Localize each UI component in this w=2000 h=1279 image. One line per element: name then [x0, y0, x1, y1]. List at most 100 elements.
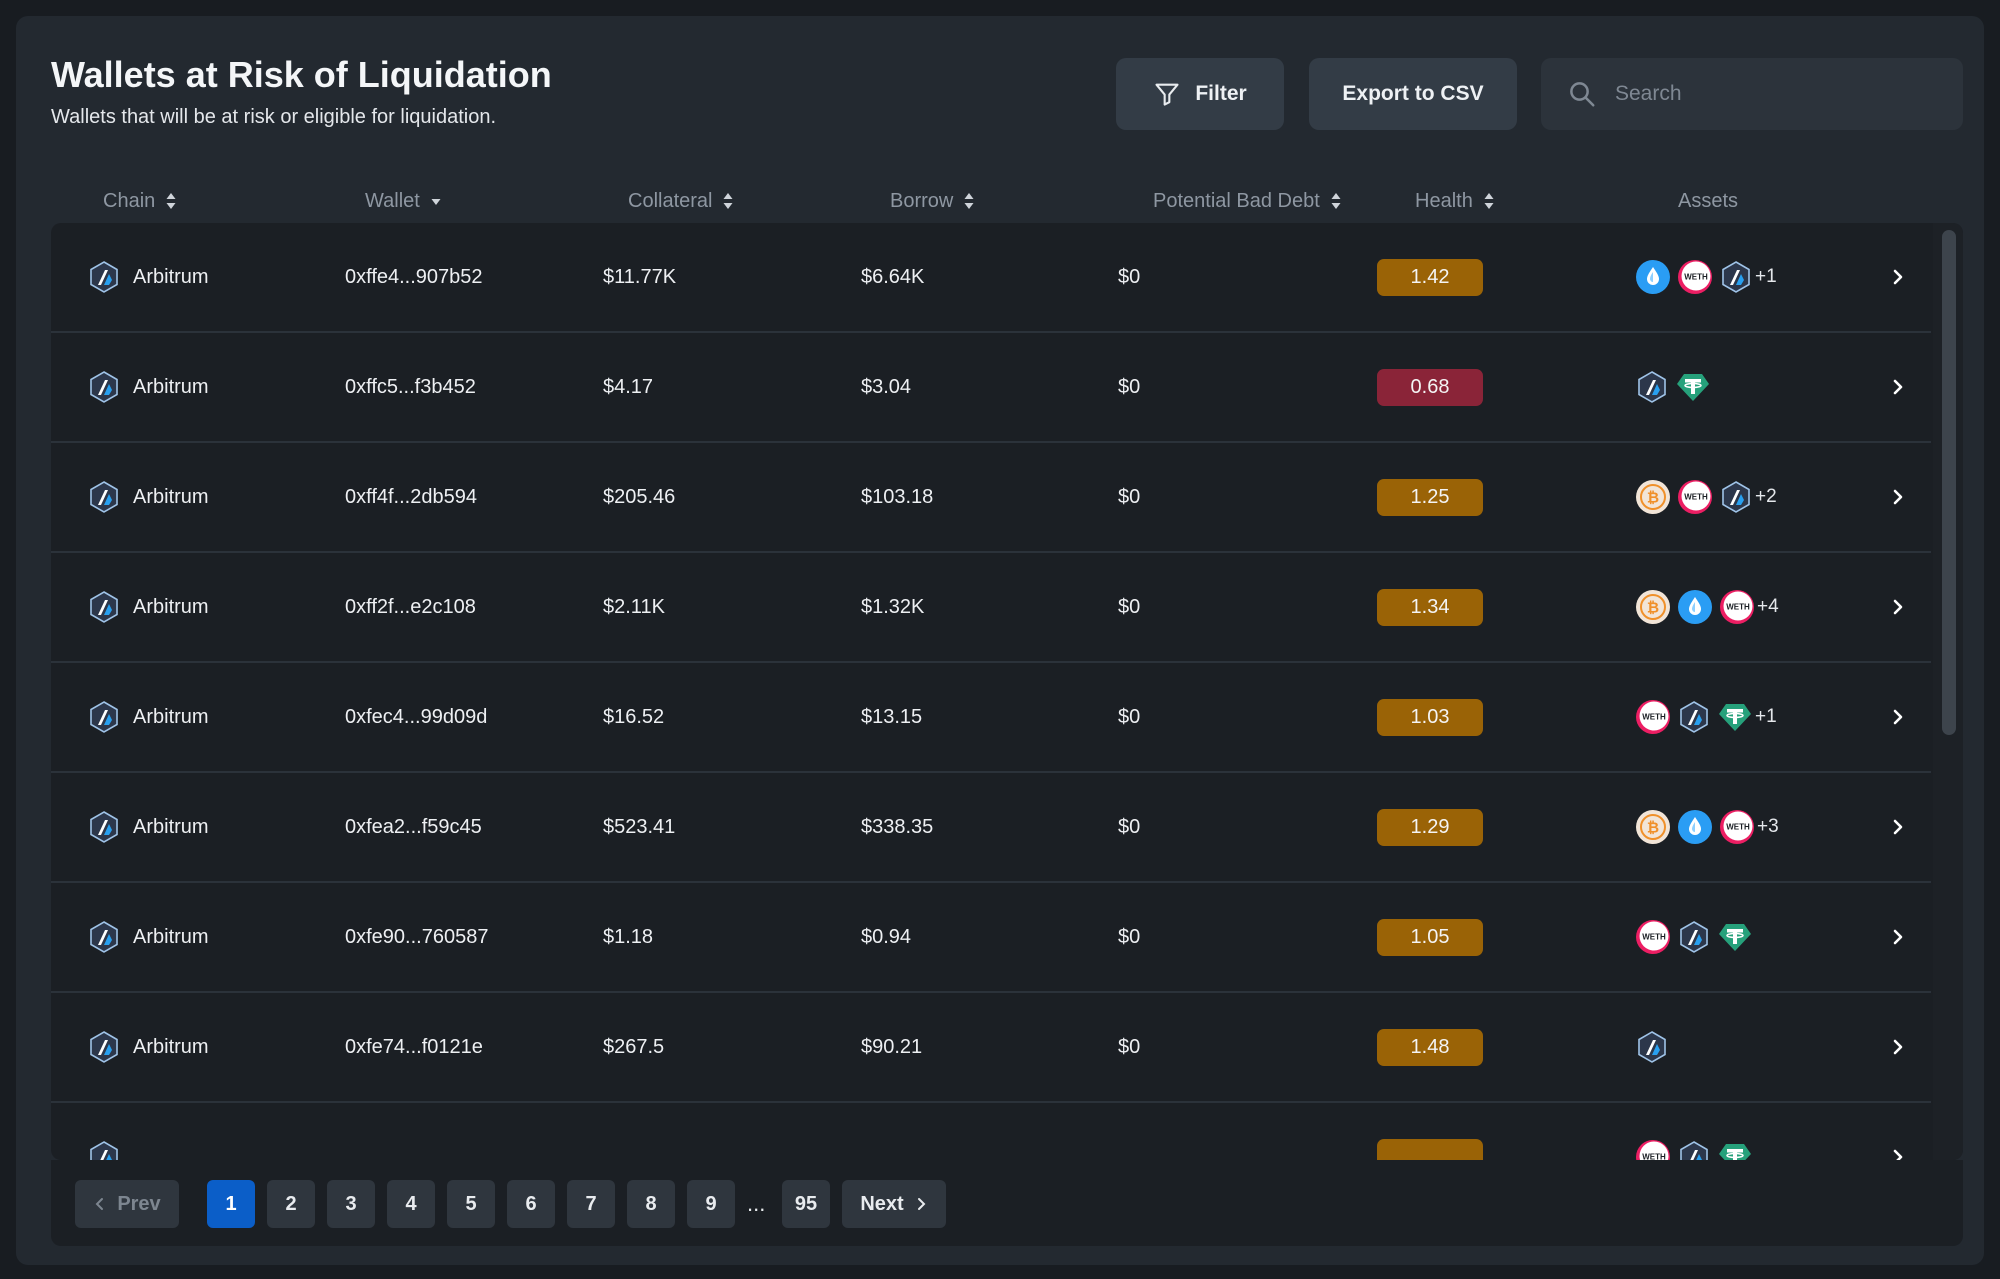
svg-text:WETH: WETH [1642, 713, 1666, 722]
column-header-assets[interactable]: Assets [1678, 176, 1738, 226]
page-button-3[interactable]: 3 [327, 1180, 375, 1228]
borrow-value: $3.04 [861, 375, 912, 398]
page-button-95[interactable]: 95 [782, 1180, 830, 1228]
tether-icon [1717, 699, 1753, 735]
page-button-8[interactable]: 8 [627, 1180, 675, 1228]
arbitrum-icon [1677, 700, 1711, 734]
more-assets-count: +1 [1755, 266, 1777, 287]
weth-icon: WETH [1719, 589, 1755, 625]
borrow-value: $90.21 [861, 1035, 923, 1058]
collateral-value: $1.18 [603, 925, 654, 948]
page-button-2[interactable]: 2 [267, 1180, 315, 1228]
arbitrum-icon [1719, 480, 1753, 514]
tether-icon [1717, 1139, 1753, 1160]
table-row[interactable]: Arbitrum 0xff4f...2db594 $205.46 $103.18 $0 1… [51, 443, 1931, 553]
chain-cell: Arbitrum [87, 773, 209, 881]
chevron-right-icon[interactable] [1888, 443, 1908, 551]
health-cell: 1.48 [1377, 993, 1483, 1101]
table-row[interactable]: Arbitrum 0xffc5...f3b452 $4.17 $3.04 $0 0.68 [51, 333, 1931, 443]
page-button-6[interactable]: 6 [507, 1180, 555, 1228]
next-label: Next [860, 1192, 904, 1215]
wallet-address: 0xff4f...2db594 [345, 485, 477, 508]
wallet-address: 0xfe90...760587 [345, 925, 489, 948]
assets-cell: WETH +1 [1635, 223, 1777, 331]
arbitrum-icon [87, 480, 121, 514]
sort-icon [165, 191, 177, 211]
prev-label: Prev [117, 1192, 161, 1215]
collateral-value: $205.46 [603, 485, 676, 508]
chevron-right-icon[interactable] [1888, 663, 1908, 771]
bitcoin-icon: ₿ [1635, 589, 1671, 625]
page-button-9[interactable]: 9 [687, 1180, 735, 1228]
sort-icon [1483, 191, 1495, 211]
scrollbar-thumb[interactable] [1942, 230, 1956, 735]
arbitrum-icon [1677, 1140, 1711, 1160]
table-row[interactable]: Arbitrum 0xfe74...f0121e $267.5 $90.21 $0 1.4… [51, 993, 1931, 1103]
more-assets-count: +1 [1755, 706, 1777, 727]
table-row[interactable]: Arbitrum 0xfe90...760587 $1.18 $0.94 $0 1.05 W… [51, 883, 1931, 993]
page-number: 4 [405, 1192, 417, 1215]
wallet-address: 0xfec4...99d09d [345, 705, 488, 728]
filter-button[interactable]: Filter [1116, 58, 1284, 130]
chevron-right-icon[interactable] [1888, 883, 1908, 991]
health-badge: 1.48 [1377, 1028, 1483, 1066]
table-row[interactable]: WETH [51, 1103, 1931, 1160]
chevron-right-icon [914, 1196, 928, 1212]
borrow-value: $103.18 [861, 485, 934, 508]
column-header-wallet[interactable]: Wallet [365, 176, 442, 226]
page-button-4[interactable]: 4 [387, 1180, 435, 1228]
svg-text:WETH: WETH [1642, 1153, 1666, 1161]
table-row[interactable]: Arbitrum 0xffe4...907b52 $11.77K $6.64K $0 1.… [51, 223, 1931, 333]
table-row[interactable]: Arbitrum 0xfec4...99d09d $16.52 $13.15 $0 1.0… [51, 663, 1931, 773]
svg-text:WETH: WETH [1684, 493, 1708, 502]
bad-debt-value: $0 [1118, 265, 1141, 288]
column-header-borrow[interactable]: Borrow [890, 176, 975, 226]
chevron-left-icon [93, 1196, 107, 1212]
bad-debt-value: $0 [1118, 595, 1141, 618]
svg-text:WETH: WETH [1642, 933, 1666, 942]
chevron-right-icon[interactable] [1888, 223, 1908, 331]
chevron-right-icon[interactable] [1888, 553, 1908, 661]
health-badge: 1.29 [1377, 808, 1483, 846]
column-header-health[interactable]: Health [1415, 176, 1495, 226]
bad-debt-value: $0 [1118, 1035, 1141, 1058]
column-header-label: Health [1415, 189, 1473, 212]
column-header-label: Assets [1678, 189, 1739, 212]
tether-icon [1717, 919, 1753, 955]
next-button[interactable]: Next [842, 1180, 946, 1228]
page-number: 6 [525, 1192, 537, 1215]
search-input[interactable] [1615, 82, 1945, 106]
svg-text:WETH: WETH [1684, 273, 1708, 282]
column-header-collateral[interactable]: Collateral [628, 176, 734, 226]
chain-name: Arbitrum [133, 595, 209, 618]
page-button-7[interactable]: 7 [567, 1180, 615, 1228]
page-button-1[interactable]: 1 [207, 1180, 255, 1228]
column-header-label: Borrow [890, 189, 954, 212]
page-title: Wallets at Risk of Liquidation [51, 54, 552, 95]
column-header-potential-bad-debt[interactable]: Potential Bad Debt [1153, 176, 1342, 226]
borrow-value: $0.94 [861, 925, 912, 948]
weth-icon: WETH [1635, 1139, 1671, 1160]
page-button-5[interactable]: 5 [447, 1180, 495, 1228]
health-cell: 1.29 [1377, 773, 1483, 881]
arbitrum-icon [87, 590, 121, 624]
prev-button[interactable]: Prev [75, 1180, 179, 1228]
export-csv-button[interactable]: Export to CSV [1309, 58, 1517, 130]
assets-cell: WETH [1635, 1103, 1753, 1160]
chevron-right-icon[interactable] [1888, 993, 1908, 1101]
arbitrum-icon [87, 370, 121, 404]
pagination-ellipsis: ... [747, 1191, 766, 1216]
search-box[interactable] [1541, 58, 1963, 130]
chevron-right-icon[interactable] [1888, 333, 1908, 441]
filter-label: Filter [1195, 82, 1247, 105]
chevron-right-icon[interactable] [1888, 773, 1908, 881]
chevron-right-icon[interactable] [1888, 1103, 1908, 1160]
wallet-address: 0xfea2...f59c45 [345, 815, 482, 838]
column-header-chain[interactable]: Chain [103, 176, 177, 226]
table-row[interactable]: Arbitrum 0xff2f...e2c108 $2.11K $1.32K $0 1.3… [51, 553, 1931, 663]
sort-icon [722, 191, 734, 211]
health-cell: 1.03 [1377, 663, 1483, 771]
table-row[interactable]: Arbitrum 0xfea2...f59c45 $523.41 $338.35 $0 1… [51, 773, 1931, 883]
chain-cell: Arbitrum [87, 883, 209, 991]
health-badge: 1.34 [1377, 588, 1483, 626]
